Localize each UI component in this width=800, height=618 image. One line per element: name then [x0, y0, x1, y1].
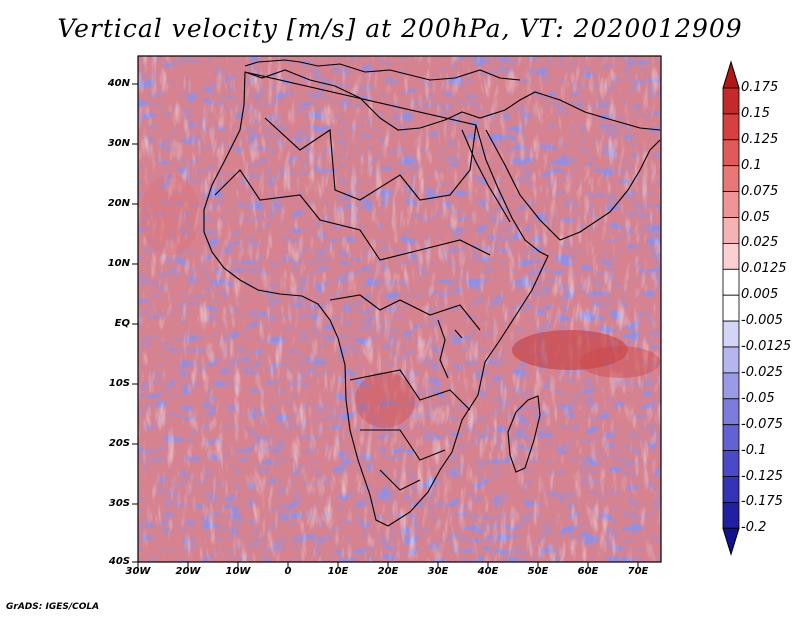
colorbar	[722, 60, 740, 557]
border-south	[349, 369, 471, 491]
colorbar-box	[722, 294, 740, 322]
europe-coastline	[244, 59, 521, 81]
velocity-field	[138, 56, 661, 562]
ylabel-10s: 10S	[108, 378, 130, 389]
updraft-atlantic	[140, 175, 200, 255]
ylabel-eq: EQ	[114, 318, 130, 329]
colorbar-label: -0.125	[741, 468, 783, 484]
credit-text: GrADS: IGES/COLA	[6, 602, 100, 612]
colorbar-box	[722, 191, 740, 218]
colorbar-label: 0.005	[741, 287, 779, 303]
xlabel-30e: 30E	[427, 566, 449, 577]
colorbar-box	[722, 113, 740, 141]
africa-coastline	[203, 69, 661, 527]
colorbar-label: 0.0125	[741, 261, 787, 277]
colorbar-box	[722, 398, 740, 426]
xlabel-70e: 70E	[627, 566, 649, 577]
map-title: Vertical velocity [m/s] at 200hPa, VT: 2…	[57, 14, 743, 43]
updraft-cluster-indian-ocean	[512, 330, 628, 370]
colorbar-label: -0.0125	[741, 339, 792, 354]
axis-ticks	[132, 83, 639, 568]
colorbar-label: -0.025	[741, 364, 783, 380]
red-sea-coast	[461, 129, 511, 223]
xlabel-20e: 20E	[377, 566, 399, 577]
ylabel-40n: 40N	[107, 78, 130, 89]
colorbar-box	[722, 165, 740, 192]
ylabel-40s: 40S	[108, 556, 130, 567]
xlabel-40e: 40E	[477, 566, 499, 577]
field-streaks	[138, 56, 661, 562]
colorbar-box	[722, 450, 740, 477]
colorbar-box	[722, 476, 740, 503]
colorbar-bottom-triangle	[722, 527, 740, 557]
updraft-cluster-southern-africa	[355, 372, 415, 428]
colorbar-box	[722, 242, 740, 270]
xlabel-30w: 30W	[125, 566, 151, 577]
colorbar-label: 0.125	[741, 131, 779, 147]
colorbar-label: -0.1	[741, 442, 767, 458]
colorbar-box	[722, 501, 740, 529]
xlabel-10w: 10W	[225, 566, 251, 577]
colorbar-label: 0.025	[741, 235, 779, 251]
colorbar-label: 0.05	[741, 209, 770, 225]
madagascar-coastline	[507, 395, 541, 473]
border-north	[264, 117, 477, 201]
colorbar-label: -0.175	[741, 494, 783, 510]
updraft-cluster-east	[580, 346, 660, 378]
colorbar-box	[722, 268, 740, 296]
border-sahel	[214, 169, 491, 261]
colorbar-box	[722, 320, 740, 348]
ylabel-30n: 30N	[107, 138, 130, 149]
colorbar-box	[722, 87, 740, 115]
colorbar-label: 0.175	[741, 80, 779, 95]
xlabel-10e: 10E	[327, 566, 349, 577]
colorbar-label: -0.075	[741, 416, 783, 432]
colorbar-label: -0.05	[741, 390, 775, 406]
colorbar-label: -0.2	[741, 520, 767, 536]
border-lakes	[437, 319, 463, 379]
colorbar-label: -0.005	[741, 313, 783, 329]
colorbar-box	[722, 424, 740, 452]
colorbar-box	[722, 372, 740, 400]
ylabel-20s: 20S	[108, 438, 130, 449]
xlabel-60e: 60E	[577, 566, 599, 577]
arabia-coastline	[485, 129, 661, 241]
colorbar-top-triangle	[722, 60, 740, 89]
colorbar-label: 0.075	[741, 183, 779, 199]
colorbar-box	[722, 217, 740, 244]
ylabel-30s: 30S	[108, 498, 130, 509]
map-frame	[137, 55, 662, 563]
colorbar-box	[722, 346, 740, 374]
border-central	[329, 294, 481, 331]
xlabel-0: 0	[284, 566, 292, 577]
ylabel-10n: 10N	[107, 258, 130, 269]
colorbar-label: 0.1	[741, 157, 762, 173]
xlabel-50e: 50E	[527, 566, 549, 577]
colorbar-label: 0.15	[741, 105, 770, 121]
xlabel-20w: 20W	[175, 566, 201, 577]
colorbar-box	[722, 139, 740, 167]
ylabel-20n: 20N	[107, 198, 130, 209]
coastlines	[203, 59, 661, 527]
